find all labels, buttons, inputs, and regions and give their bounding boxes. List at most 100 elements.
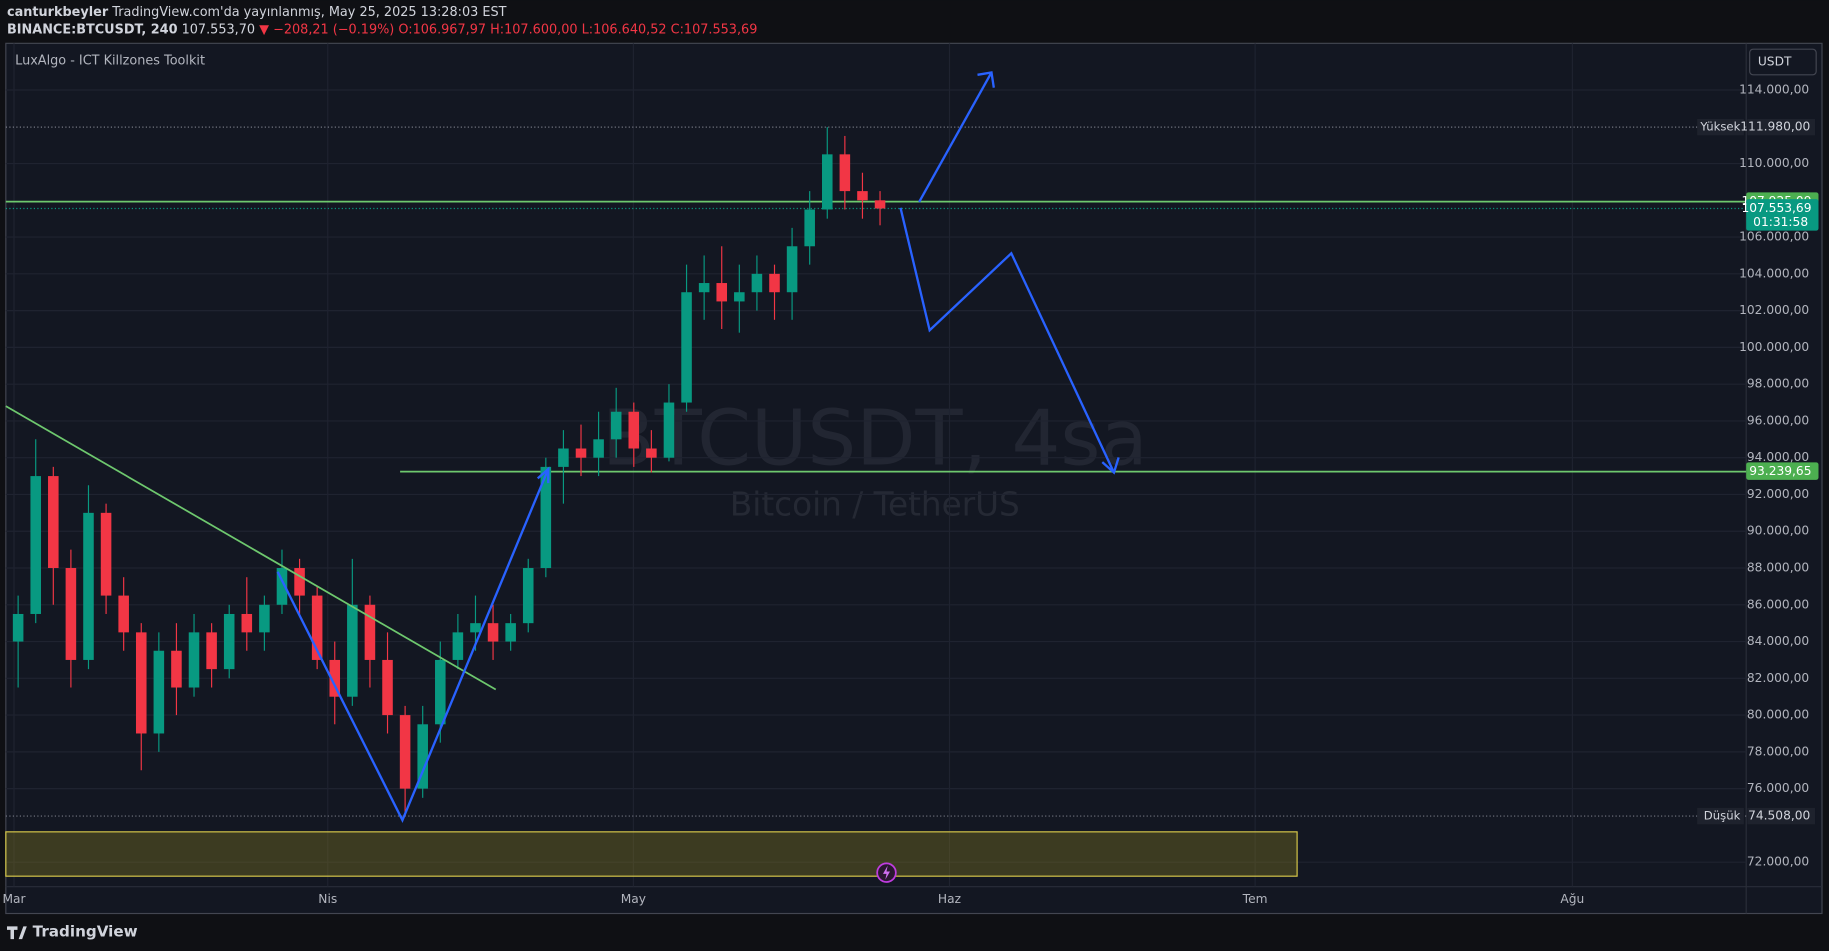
candle-body — [769, 273, 780, 293]
candle-body — [470, 623, 481, 633]
price-tick-label: 72.000,00 — [1747, 855, 1809, 869]
logo-mark — [6, 926, 27, 940]
candle-body — [628, 411, 640, 449]
candle-body — [804, 209, 815, 247]
ohlc-low: L:106.640,52 — [582, 22, 667, 37]
candle-body — [171, 650, 182, 688]
candle-body — [593, 439, 604, 458]
indicator-name: LuxAlgo - ICT Killzones Toolkit — [15, 53, 205, 68]
arrow-head — [977, 71, 995, 88]
candle-body — [259, 604, 270, 633]
drawing-arrow — [918, 71, 993, 203]
last-price: 107.553,70 — [182, 22, 255, 37]
low_marker-badge — [1747, 807, 1816, 825]
event-icon-bolt — [883, 865, 891, 880]
logo: TradingView — [6, 923, 138, 941]
low_marker-name: Düşük — [1704, 809, 1741, 823]
candle-body — [505, 623, 516, 642]
candle-body — [83, 512, 94, 660]
current-label: 107.553,69 — [1741, 201, 1811, 215]
candle-body — [452, 632, 464, 660]
candle-body — [294, 568, 305, 596]
candle-body — [839, 154, 851, 192]
high_marker-name: Yüksek — [1699, 120, 1740, 134]
time-label: Ağu — [1560, 892, 1584, 906]
support-label: 93.239,65 — [1749, 464, 1811, 478]
high_marker-label: 111.980,00 — [1740, 120, 1810, 134]
symbol: BINANCE:BTCUSDT, 240 — [7, 22, 178, 37]
candle-body — [382, 659, 393, 716]
currency-label: USDT — [1758, 54, 1792, 68]
watermark-title: BTCUSDT, 4sa — [602, 394, 1148, 483]
drawing-path — [899, 207, 1116, 474]
candle-body — [311, 595, 323, 660]
change: ▼ −208,21 (−0.19%) — [259, 22, 394, 37]
ohlc-open: O:106.967,97 — [398, 22, 486, 37]
candle-body — [646, 448, 657, 458]
ohlc-high: H:107.600,00 — [490, 22, 577, 37]
candle-body — [135, 632, 147, 734]
candle-body — [48, 476, 59, 569]
plot — [5, 127, 1747, 817]
candle-body — [188, 632, 200, 688]
candle-body — [540, 466, 552, 569]
time-label: Nis — [318, 892, 337, 906]
candle-body — [751, 273, 763, 293]
candle-body — [347, 604, 358, 697]
trendline — [5, 405, 497, 691]
price-tick-label: 114.000,00 — [1739, 82, 1809, 96]
price-tick-label: 76.000,00 — [1747, 781, 1809, 795]
price-tick-label: 100.000,00 — [1739, 340, 1809, 354]
candle-body — [399, 715, 411, 789]
currency-button[interactable] — [1749, 48, 1817, 76]
arrow-head — [536, 466, 550, 484]
time-label: Tem — [1242, 892, 1268, 906]
high_marker-badge — [1747, 118, 1816, 136]
time-label: Mar — [2, 892, 26, 906]
candle-body — [118, 595, 129, 633]
candle-body — [698, 283, 710, 293]
price-tick-label: 84.000,00 — [1747, 634, 1809, 648]
candle-body — [786, 246, 798, 293]
chart-frame — [5, 42, 1823, 915]
header-line-1: canturkbeyler TradingView.com'da yayınla… — [7, 4, 507, 19]
candle-body — [522, 568, 534, 624]
candle-body — [12, 613, 24, 642]
time-label: May — [621, 892, 646, 906]
header-line-2: BINANCE:BTCUSDT, 240 107.553,70 ▼ −208,2… — [7, 22, 757, 37]
candle-body — [610, 411, 622, 440]
candle-body — [153, 650, 165, 734]
candle-body — [100, 512, 112, 596]
low_marker-name-bg — [1697, 807, 1744, 825]
candle-body — [206, 632, 217, 670]
grid — [5, 43, 1747, 887]
price-tick-label: 92.000,00 — [1747, 487, 1809, 501]
candle-body — [417, 724, 428, 789]
candle-body — [223, 613, 235, 670]
candle-body — [734, 292, 745, 302]
price-axis: 114.000,00 110.000,00 106.000,00 104.000,00… — [2, 82, 1819, 906]
candle-body — [874, 200, 886, 209]
watermark-subtitle: Bitcoin / TetherUS — [730, 485, 1020, 523]
candle-body — [821, 154, 833, 210]
candle-body — [663, 402, 675, 458]
price-tick-label: 102.000,00 — [1739, 303, 1809, 317]
logo-text: TradingView — [33, 923, 138, 941]
price-tick-label: 98.000,00 — [1747, 377, 1809, 391]
candle-body — [857, 191, 868, 201]
candle-body — [276, 568, 288, 605]
price-tick-label: 94.000,00 — [1747, 450, 1809, 464]
low_marker-label: 74.508,00 — [1748, 809, 1810, 823]
candle-body — [364, 604, 376, 660]
candle-body — [435, 659, 446, 725]
price-tick-label: 88.000,00 — [1747, 561, 1809, 575]
author: canturkbeyler — [7, 4, 109, 19]
drawing-path — [276, 468, 550, 823]
time-label: Haz — [938, 892, 961, 906]
price-tick-label: 82.000,00 — [1747, 671, 1809, 685]
candle-body — [558, 448, 569, 467]
candle-body — [241, 613, 253, 633]
price-tick-label: 80.000,00 — [1747, 708, 1809, 722]
